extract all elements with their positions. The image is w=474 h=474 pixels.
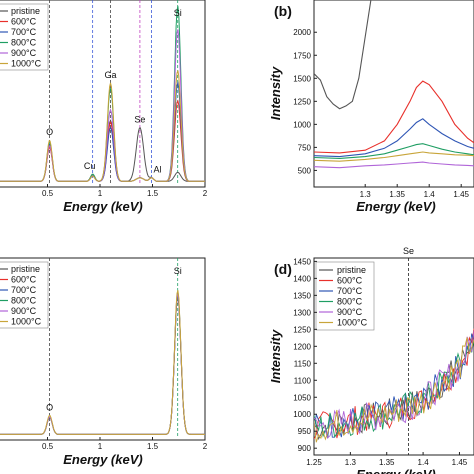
y-tick-label: 1300 [293,308,311,317]
series-line-d [314,330,474,439]
x-tick-label: 0.5 [42,442,54,451]
legend-label: pristine [11,264,40,274]
x-tick-label: 1.35 [379,458,395,467]
legend-label: 800°C [11,38,37,48]
series-line-b [314,151,474,162]
x-axis-title: Energy (keV) [356,199,435,214]
y-tick-label: 950 [298,427,312,436]
legend-label: 900°C [11,306,37,316]
x-tick-label: 1.25 [306,458,322,467]
x-tick-label: 2 [203,442,208,451]
x-axis-title: Energy (keV) [356,467,435,474]
legend-label: pristine [337,265,366,275]
legend-label: 700°C [337,286,363,296]
legend-label: 800°C [11,296,37,306]
x-tick-label: 1 [98,442,103,451]
series-line-c [0,290,205,435]
y-tick-label: 900 [298,444,312,453]
x-tick-label: 1.3 [345,458,357,467]
y-tick-label: 2000 [293,28,311,37]
x-tick-label: 1.45 [453,190,469,199]
peak-label-ga: Ga [104,70,116,80]
y-tick-label: 1250 [293,325,311,334]
plot-area-d [314,258,474,455]
legend-label: 600°C [337,276,363,286]
y-tick-label: 1350 [293,291,311,300]
y-axis-title: Intensity [268,329,283,383]
y-tick-label: 1500 [293,74,311,83]
legend-label: pristine [11,6,40,16]
y-tick-label: 1400 [293,274,311,283]
y-tick-label: 1750 [293,51,311,60]
legend-label: 1000°C [11,59,42,69]
legend-box [0,261,49,329]
legend-label: 600°C [11,275,37,285]
series-line-b [314,0,372,110]
x-tick-label: 1.45 [452,458,468,467]
peak-label-se: Se [403,246,414,256]
series-line-b [314,118,474,158]
peak-label-si: Si [174,266,182,276]
y-tick-label: 1450 [293,257,311,266]
peak-label-o: O [46,402,53,412]
series-line-d [314,339,474,438]
plot-area-b [314,0,474,169]
legend-label: 700°C [11,285,37,295]
panel-letter-d: (d) [274,261,292,277]
y-tick-label: 1100 [294,376,312,385]
legend-label: 900°C [337,307,363,317]
series-line-d [314,337,474,443]
x-tick-label: 1.35 [389,190,405,199]
y-tick-label: 1200 [293,342,311,351]
y-tick-label: 1250 [293,97,311,106]
y-tick-label: 1000 [293,410,311,419]
y-axis-title: Intensity [268,66,283,120]
x-axis-title: Energy (keV) [63,452,142,467]
x-tick-label: 1 [98,189,103,198]
y-tick-label: 1000 [293,120,311,129]
panel-b-frame [313,0,474,188]
x-tick-label: 1.4 [424,190,436,199]
series-line-b [314,161,474,169]
legend-label: 1000°C [11,317,42,327]
series-line-b [314,80,474,154]
x-tick-label: 0.5 [42,189,54,198]
x-tick-label: 1.4 [418,458,430,467]
y-tick-label: 1150 [294,359,312,368]
panel-d-frame [313,257,474,456]
x-tick-label: 1.5 [147,189,159,198]
legend-box [0,3,49,71]
x-tick-label: 1.3 [360,190,372,199]
series-line-a [0,70,205,182]
panel-letter-b: (b) [274,3,292,19]
y-tick-label: 1050 [293,393,311,402]
x-axis-title: Energy (keV) [63,199,142,214]
x-tick-label: 1.5 [147,442,159,451]
legend-label: 600°C [11,17,37,27]
peak-label-cu: Cu [84,161,96,171]
y-tick-label: 750 [298,143,312,152]
x-tick-label: 2 [203,189,208,198]
legend-label: 1000°C [337,318,368,328]
y-tick-label: 500 [298,166,312,175]
legend-label: 700°C [11,27,37,37]
series-line-b [314,143,474,159]
legend-label: 800°C [337,297,363,307]
legend-label: 900°C [11,48,37,58]
peak-label-se: Se [134,115,145,125]
peak-label-o: O [46,127,53,137]
peak-label-si: Si [174,8,182,18]
legend-box [315,261,375,331]
peak-label-al: Al [153,165,161,175]
